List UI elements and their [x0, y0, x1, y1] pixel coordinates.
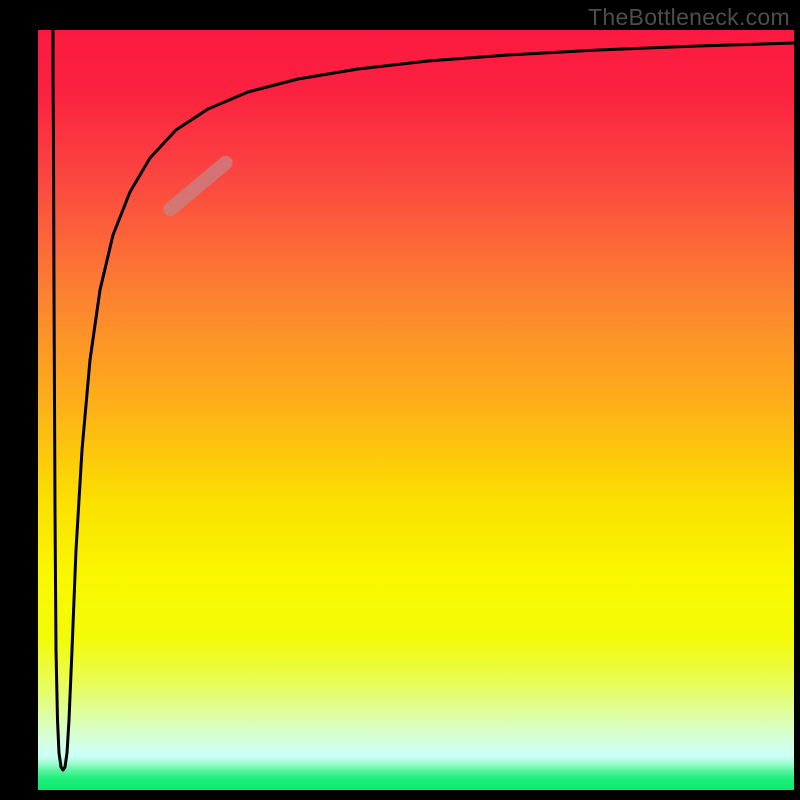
- watermark-text: TheBottleneck.com: [588, 4, 790, 31]
- curve-svg: [38, 30, 794, 790]
- bottleneck-curve: [53, 30, 794, 770]
- chart-wrapper: TheBottleneck.com: [0, 0, 800, 800]
- plot-area: [38, 30, 794, 790]
